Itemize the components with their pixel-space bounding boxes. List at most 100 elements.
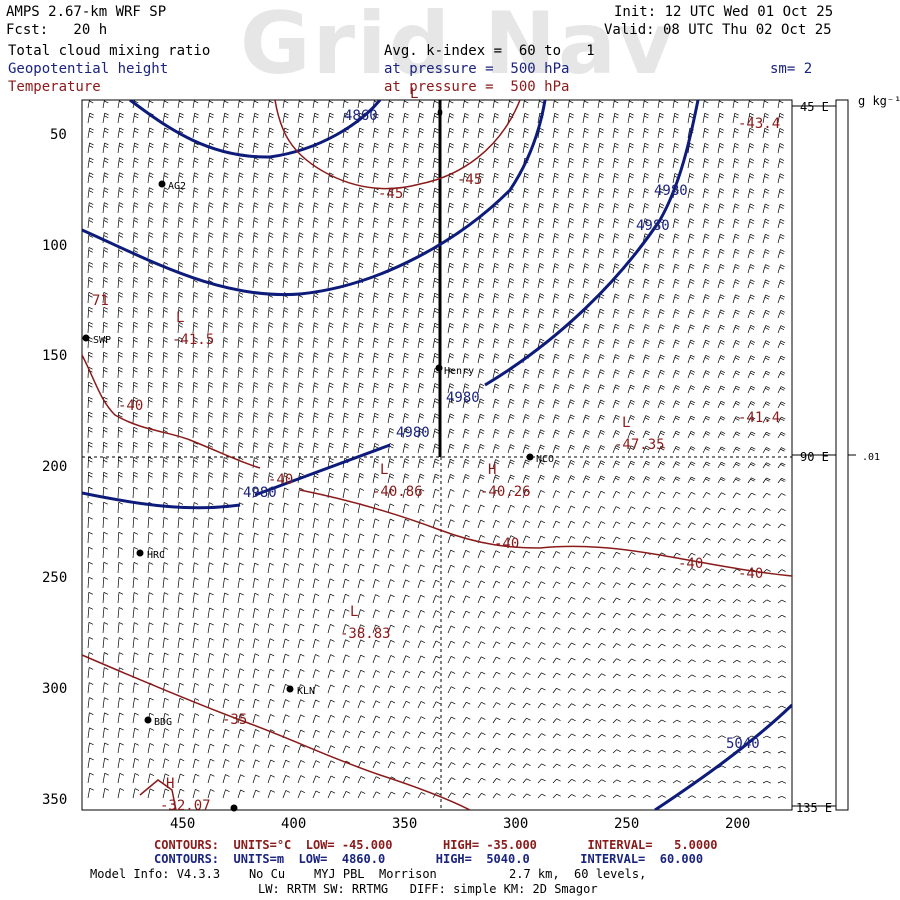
wind-barb-flag (133, 592, 139, 595)
wind-barb-flag (465, 413, 470, 417)
wind-barb-flag (586, 642, 591, 646)
wind-barb (387, 579, 391, 589)
wind-barb-flag (735, 309, 740, 313)
wind-barb-flag (133, 459, 138, 463)
wind-barb-flag (449, 340, 454, 344)
wind-barb (687, 674, 692, 679)
wind-barb-flag (479, 431, 484, 434)
wind-barb-flag (614, 157, 619, 161)
wind-barb (582, 445, 587, 454)
wind-barb-flag (719, 188, 725, 191)
wind-barb-flag (208, 400, 213, 403)
wind-barb (117, 652, 120, 664)
wind-barb-flag (269, 562, 274, 566)
wind-barb (657, 461, 662, 469)
wind-barb (192, 337, 195, 349)
wind-barb (432, 263, 436, 274)
wind-barb (117, 292, 120, 304)
wind-barb-flag (494, 100, 499, 104)
wind-barb-flag (103, 232, 109, 235)
wind-barb-flag (586, 551, 591, 555)
wind-barb-flag (388, 340, 394, 344)
wind-barb-flag (494, 368, 500, 372)
wind-barb-flag (766, 523, 771, 527)
wind-barb-flag (781, 508, 786, 511)
wind-barb-flag (509, 217, 514, 221)
wind-barb-flag (524, 250, 529, 254)
wind-barb (462, 323, 466, 334)
wind-barb-flag (224, 127, 229, 131)
wind-barb (492, 656, 497, 664)
wind-barb-flag (571, 596, 576, 600)
wind-barb-flag (404, 145, 409, 149)
wind-barb-flag (178, 472, 184, 475)
wind-barb-flag (419, 190, 424, 194)
wind-barb-flag (344, 427, 349, 431)
wind-barb-flag (104, 187, 109, 190)
wind-barb-flag (554, 130, 559, 134)
wind-barb-flag (510, 429, 515, 432)
wind-barb-flag (631, 521, 636, 525)
wind-barb (477, 413, 481, 424)
wind-barb (702, 294, 706, 304)
wind-barb-flag (179, 112, 184, 116)
wind-barb (252, 442, 255, 454)
wind-barb-flag (404, 337, 409, 341)
wind-barb-flag (314, 157, 319, 161)
wind-barb (357, 563, 361, 574)
wind-barb (612, 673, 617, 679)
wind-barb-flag (299, 517, 304, 521)
wind-barb-flag (268, 340, 273, 343)
wind-barb-flag (374, 488, 380, 491)
wind-barb-flag (509, 446, 514, 450)
wind-barb (417, 368, 421, 379)
wind-barb-flag (299, 532, 304, 536)
wind-barb-flag (118, 175, 124, 178)
wind-barb-flag (749, 100, 754, 104)
wind-barb (702, 324, 706, 334)
wind-barb-flag (675, 248, 680, 252)
wind-barb (402, 670, 407, 679)
wind-barb (582, 248, 586, 259)
wind-barb-flag (119, 202, 124, 205)
wind-barb-flag (524, 323, 530, 327)
wind-barb-flag (329, 460, 334, 464)
wind-barb-flag (148, 321, 153, 325)
wind-barb-flag (765, 325, 770, 328)
wind-barb-flag (479, 340, 484, 344)
wind-barb (147, 682, 150, 694)
wind-barb-flag (179, 652, 184, 656)
wind-barb-flag (766, 629, 771, 633)
wind-barb (237, 623, 241, 634)
wind-barb (282, 517, 285, 529)
wind-barb (387, 655, 392, 664)
wind-barb-flag (178, 399, 183, 403)
wind-barb-flag (525, 520, 531, 523)
wind-barb-flag (179, 115, 184, 119)
wind-barb-flag (223, 220, 229, 223)
wind-barb (417, 686, 422, 694)
wind-barb (237, 247, 240, 259)
wind-barb (87, 637, 90, 649)
wind-barb (762, 584, 767, 589)
wind-barb-flag (148, 456, 153, 460)
wind-barb-flag (526, 611, 531, 615)
wind-barb-flag (584, 326, 589, 329)
wind-barb-flag (584, 263, 590, 266)
wind-barb-flag (299, 352, 304, 355)
wind-barb (687, 598, 692, 604)
wind-barb-flag (254, 532, 259, 536)
wind-barb-flag (494, 175, 499, 179)
wind-barb-flag (524, 278, 530, 281)
wind-barb-flag (89, 100, 94, 104)
wind-barb (462, 233, 466, 244)
wind-barb-flag (344, 322, 349, 326)
wind-barb (447, 474, 451, 484)
wind-barb (477, 188, 481, 199)
wind-barb (462, 368, 466, 379)
wind-barb-flag (373, 250, 379, 253)
wind-barb (192, 562, 195, 574)
wind-barb-flag (253, 367, 259, 370)
wind-barb (582, 339, 586, 349)
wind-barb (582, 582, 587, 589)
